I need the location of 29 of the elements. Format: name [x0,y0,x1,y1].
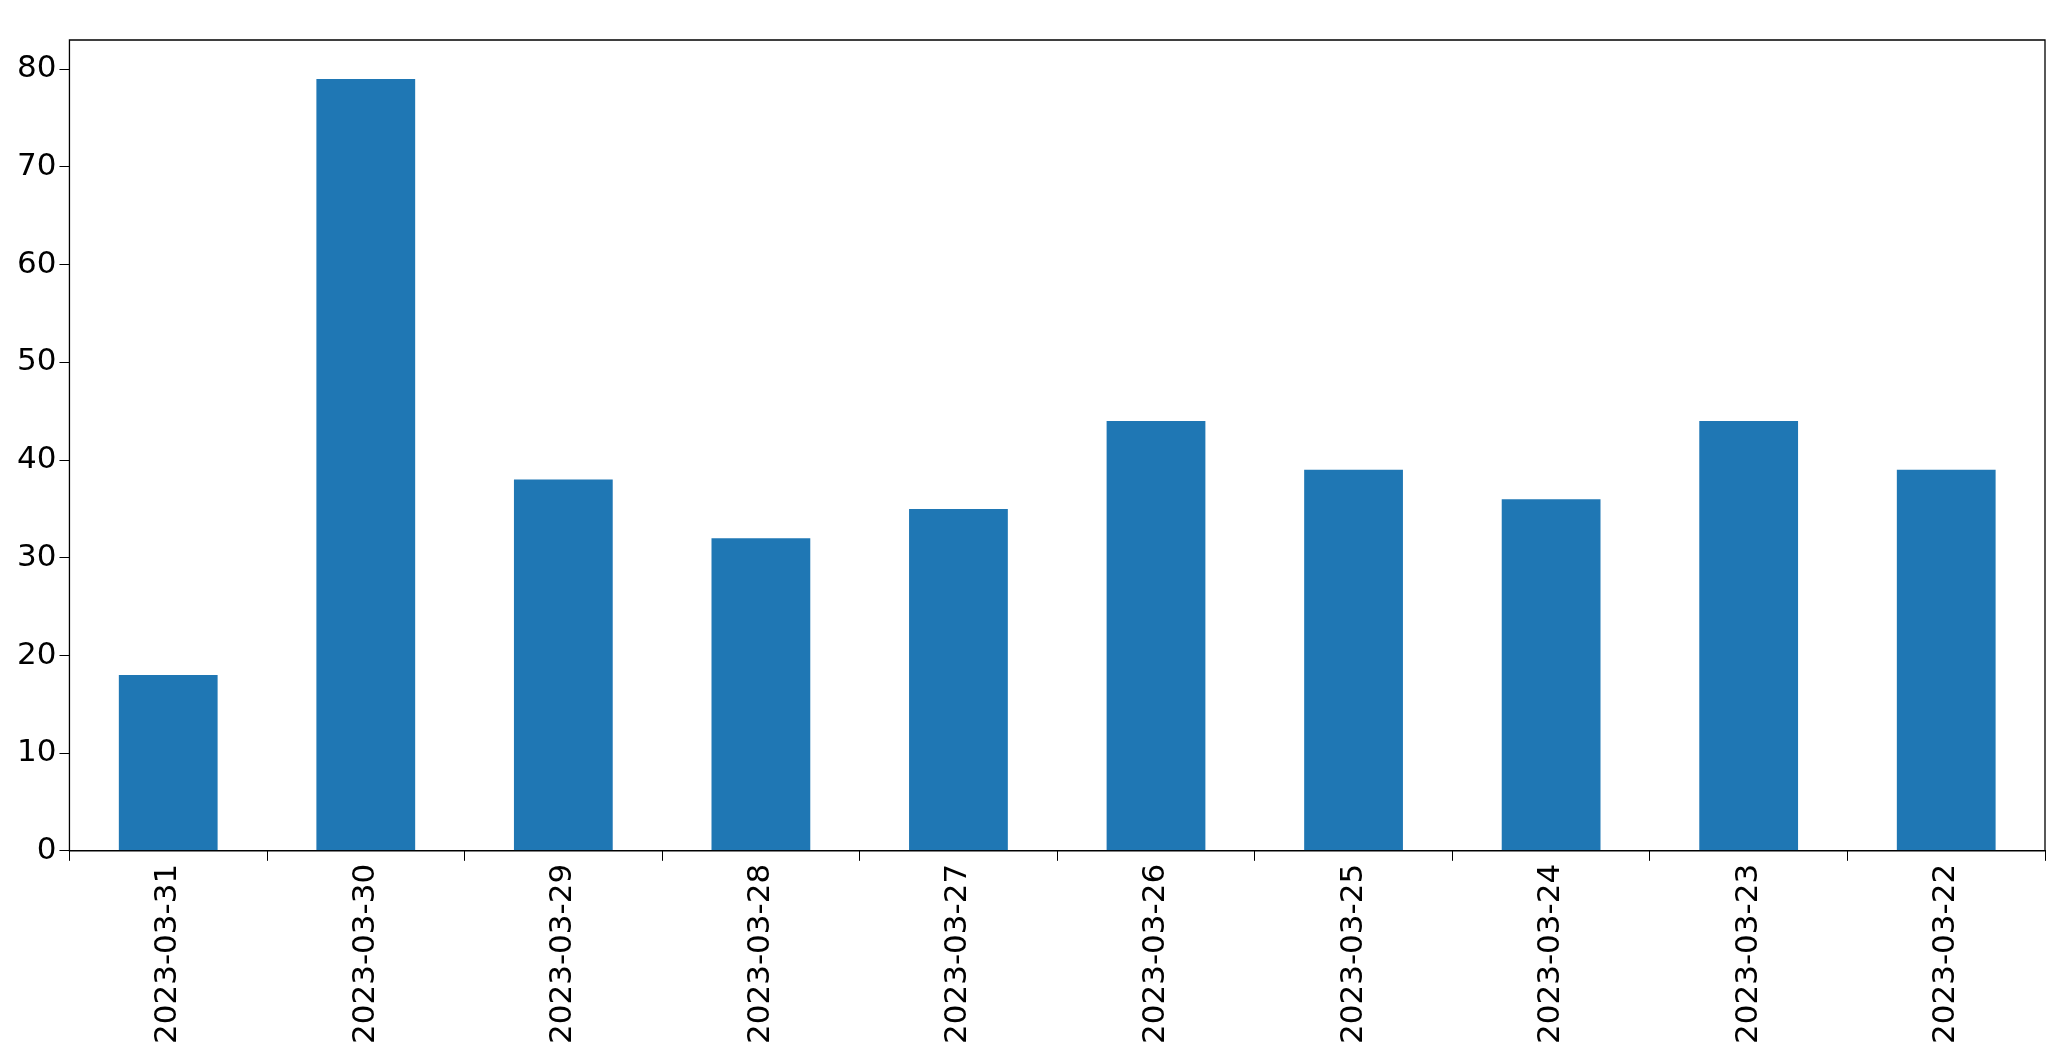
y-tick-label: 60 [16,243,57,280]
y-tick-label: 80 [16,48,57,85]
bar [1699,421,1799,851]
x-tick-label: 2023-03-26 [1135,863,1172,1045]
y-tick-label: 0 [36,829,57,866]
x-tick-label: 2023-03-28 [739,863,776,1045]
bar [711,538,811,851]
x-tick-label: 2023-03-27 [937,863,974,1045]
x-tick-label: 2023-03-30 [344,863,381,1045]
x-tick-label: 2023-03-23 [1727,863,1764,1045]
bar [1106,421,1206,851]
y-tick-label: 20 [16,634,57,671]
bar [1304,469,1403,851]
bar [1501,499,1601,851]
y-tick-label: 40 [16,439,57,476]
y-tick-label: 50 [16,341,57,378]
bar [909,508,1008,851]
y-tick-label: 10 [16,732,57,769]
y-tick-label: 70 [16,146,57,183]
bar [513,479,613,851]
x-tick-label: 2023-03-31 [147,863,184,1045]
bar [118,675,218,851]
bar [1896,469,1996,851]
x-tick-label: 2023-03-25 [1332,863,1369,1045]
x-tick-label: 2023-03-24 [1530,863,1567,1045]
x-tick-label: 2023-03-29 [542,863,579,1045]
y-tick-label: 30 [16,536,57,573]
x-tick-label: 2023-03-22 [1925,863,1962,1045]
bar [316,79,416,851]
